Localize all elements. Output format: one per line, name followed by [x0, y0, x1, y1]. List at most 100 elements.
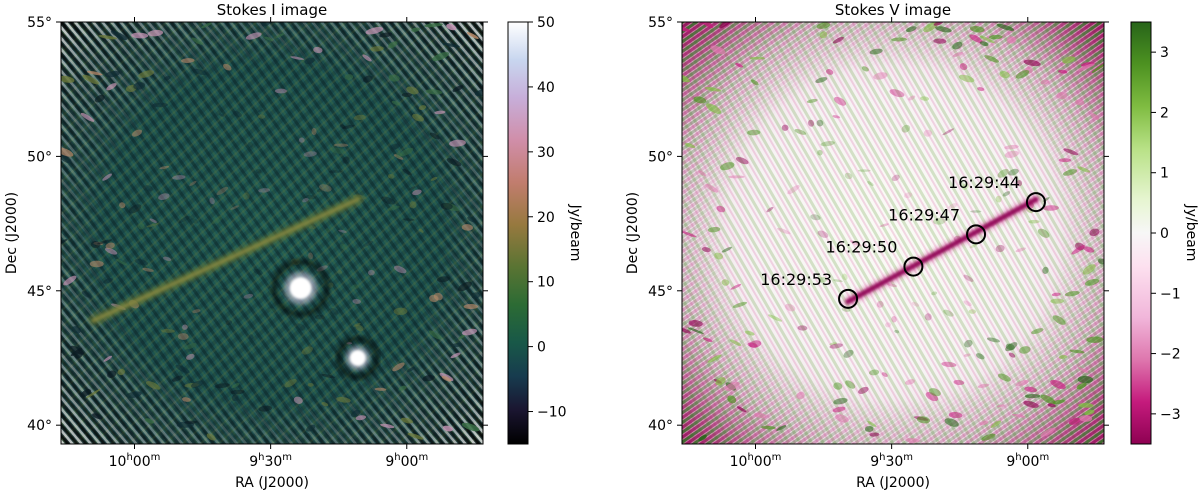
- noise-blob: [362, 54, 372, 62]
- noise-blob: [995, 195, 1002, 203]
- noise-blob: [1078, 403, 1094, 408]
- noise-blob: [933, 38, 947, 44]
- noise-blob: [968, 309, 977, 314]
- noise-blob: [869, 432, 880, 437]
- noise-blob: [1056, 91, 1068, 100]
- noise-blob: [304, 57, 315, 65]
- noise-blob: [833, 382, 843, 390]
- noise-blob: [380, 423, 395, 429]
- noise-blob: [258, 114, 266, 119]
- noise-blob: [189, 180, 197, 186]
- noise-blob: [353, 322, 361, 327]
- noise-blob: [184, 420, 198, 424]
- noise-blob: [290, 56, 305, 60]
- noise-blob: [1040, 79, 1050, 85]
- noise-blob: [970, 210, 982, 213]
- noise-blob: [94, 94, 105, 103]
- noise-blob: [442, 425, 453, 432]
- noise-blob: [128, 204, 142, 214]
- noise-blob: [302, 197, 309, 203]
- noise-blob: [338, 229, 347, 233]
- noise-blob: [1042, 205, 1059, 211]
- noise-blob: [353, 114, 366, 121]
- noise-blob: [325, 228, 330, 233]
- noise-blob: [776, 425, 787, 431]
- noise-blob: [295, 323, 306, 331]
- noise-blob: [829, 343, 843, 349]
- noise-blob: [450, 342, 462, 348]
- noise-blob: [1006, 36, 1017, 44]
- noise-blob: [175, 364, 190, 374]
- noise-blob: [867, 181, 874, 186]
- noise-blob: [925, 392, 939, 402]
- noise-blob: [867, 420, 877, 428]
- noise-blob: [682, 26, 691, 32]
- noise-blob: [337, 270, 343, 274]
- noise-blob: [276, 33, 284, 38]
- noise-blob: [735, 157, 749, 165]
- noise-blob: [829, 342, 838, 346]
- noise-blob: [298, 137, 305, 143]
- noise-blob: [258, 405, 273, 412]
- colorbar-tick-label: 0: [1160, 226, 1169, 242]
- noise-blob: [1064, 291, 1080, 297]
- noise-blob: [881, 372, 888, 377]
- noise-blob: [825, 69, 834, 75]
- noise-blob: [1015, 247, 1026, 253]
- noise-blob: [418, 105, 427, 111]
- noise-blob: [432, 52, 450, 61]
- noise-blob: [891, 174, 900, 182]
- y-tick-label: 55°: [27, 15, 52, 31]
- noise-blob: [247, 142, 253, 148]
- noise-blob: [436, 276, 450, 283]
- noise-blob: [434, 110, 446, 115]
- noise-blob: [243, 293, 254, 299]
- noise-blob: [191, 380, 204, 388]
- noise-blob: [794, 129, 807, 135]
- noise-blob: [682, 328, 691, 334]
- noise-blob: [1079, 415, 1093, 422]
- noise-blob: [1047, 403, 1056, 408]
- panel-title-stokes-v: Stokes V image: [835, 1, 951, 19]
- noise-blob: [975, 353, 985, 360]
- noise-blob: [104, 247, 118, 255]
- noise-blob: [449, 139, 466, 147]
- noise-blob: [70, 348, 83, 357]
- noise-blob: [999, 71, 1010, 79]
- noise-blob: [1004, 150, 1019, 158]
- noise-blob: [891, 316, 897, 323]
- noise-blob: [1063, 148, 1079, 156]
- noise-blob: [781, 124, 789, 131]
- noise-blob: [905, 379, 916, 385]
- noise-blob: [399, 147, 414, 157]
- noise-blob: [777, 227, 791, 235]
- noise-blob: [428, 330, 442, 340]
- noise-blob: [806, 98, 818, 103]
- noise-blob: [1005, 342, 1018, 352]
- noise-blob: [1037, 228, 1050, 238]
- noise-blob: [117, 368, 125, 376]
- colorbar-tick-label: −3: [1160, 407, 1181, 423]
- noise-blob: [981, 433, 996, 441]
- noise-blob: [988, 34, 1003, 40]
- noise-blob: [725, 381, 740, 391]
- noise-blob: [321, 374, 336, 379]
- noise-blob: [977, 383, 990, 388]
- noise-blob: [134, 259, 149, 266]
- stokes-v-image: [682, 22, 1104, 444]
- stokes-v-features: [843, 194, 1041, 307]
- time-marker-label: 16:29:47: [888, 205, 960, 224]
- noise-blob: [693, 96, 707, 104]
- noise-blob: [1089, 228, 1100, 237]
- noise-blob: [316, 188, 322, 193]
- y-ticks: 40° 45° 50° 55°: [648, 15, 1109, 434]
- noise-blob: [374, 387, 387, 391]
- noise-blob: [261, 22, 271, 27]
- noise-blob: [110, 30, 128, 41]
- noise-blob: [952, 51, 963, 57]
- noise-blob: [1011, 413, 1026, 418]
- colorbar-tick-label: 2: [1160, 105, 1169, 121]
- noise-blob: [98, 35, 118, 40]
- noise-blob: [387, 205, 400, 211]
- noise-blob: [92, 413, 103, 420]
